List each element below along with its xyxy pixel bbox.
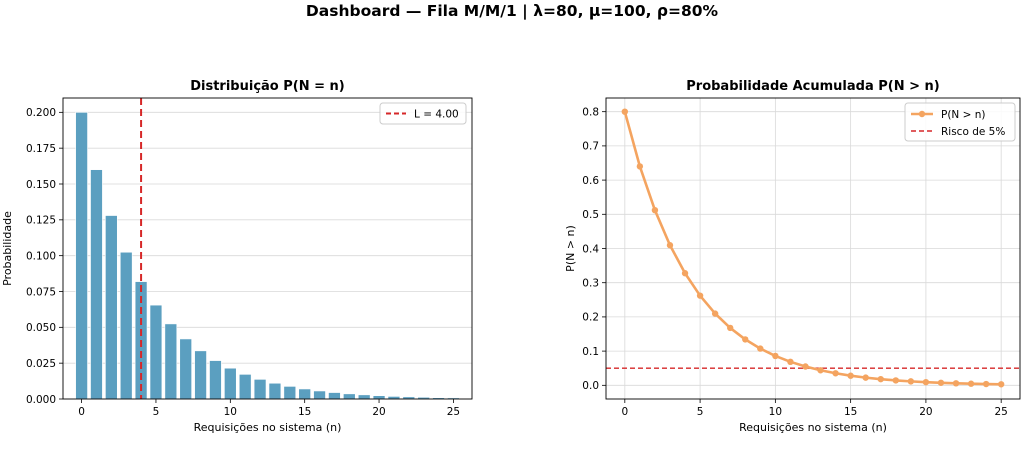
data-point — [922, 378, 930, 386]
left-xtick-label: 25 — [447, 406, 460, 418]
right-xtick-label: 10 — [769, 406, 782, 418]
data-point — [772, 352, 779, 360]
data-point — [636, 163, 644, 170]
bar — [179, 338, 192, 400]
left-xlabel: Requisições no sistema (n) — [194, 421, 342, 434]
right-xtick-label: 25 — [994, 406, 1007, 418]
left-ytick-label: 0.025 — [26, 358, 56, 370]
bar — [105, 215, 118, 400]
right-ytick-label: 0.7 — [582, 141, 599, 153]
data-point — [757, 345, 764, 352]
right-legend-label-risk: Risco de 5% — [941, 126, 1005, 138]
bar — [224, 367, 237, 400]
left-xtick-label: 20 — [372, 406, 385, 418]
cumulative-series-line — [623, 111, 1002, 386]
right-ytick-label: 0.1 — [582, 346, 599, 358]
data-point — [696, 292, 704, 299]
dashboard-title: Dashboard — Fila M/M/1 | λ=80, μ=100, ρ=… — [305, 2, 719, 20]
right-axes-frame — [605, 97, 1021, 400]
bar — [149, 304, 163, 400]
data-point — [742, 336, 749, 343]
left-ytick-label: 0.200 — [26, 107, 56, 119]
bar — [313, 390, 326, 400]
right-ytick-label: 0.8 — [582, 106, 599, 118]
data-point — [952, 380, 960, 387]
left-xtick-label: 10 — [224, 406, 237, 418]
right-xtick-label: 20 — [919, 406, 932, 418]
right-ytick-label: 0.3 — [582, 278, 599, 290]
left-legend-box — [379, 102, 467, 125]
bar — [194, 350, 207, 400]
data-point — [967, 380, 975, 387]
right-ytick-label: 0.4 — [582, 243, 599, 255]
data-point — [832, 370, 839, 377]
bar — [357, 394, 371, 400]
left-ylabel: Probabilidade — [1, 211, 14, 286]
left-ytick-label: 0.175 — [26, 143, 56, 155]
data-point — [937, 379, 945, 386]
data-point — [907, 378, 915, 385]
data-point — [877, 375, 884, 383]
left-xtick-label: 0 — [78, 406, 85, 418]
right-xlabel: Requisições no sistema (n) — [739, 421, 887, 434]
right-legend-label-series: P(N > n) — [941, 109, 986, 121]
right-ytick-label: 0.6 — [582, 175, 599, 187]
data-point — [787, 358, 794, 366]
left-ytick-label: 0.050 — [26, 322, 56, 334]
bar — [268, 382, 282, 400]
bar — [298, 388, 311, 400]
data-point — [727, 324, 734, 332]
left-axes-frame — [62, 97, 473, 400]
right-legend-swatch-marker — [918, 110, 926, 118]
data-point — [862, 374, 869, 381]
data-point — [651, 206, 659, 214]
left-title: Distribuição P(N = n) — [190, 79, 345, 94]
data-point — [666, 242, 674, 249]
right-ytick-label: 0.5 — [582, 209, 599, 221]
bar — [209, 360, 222, 400]
left-ytick-label: 0.000 — [26, 394, 56, 406]
right-legend-box — [904, 102, 1016, 142]
right-chart: Probabilidade Acumulada P(N > n) Requisiç… — [564, 79, 1021, 434]
data-point — [802, 363, 809, 370]
bar — [343, 393, 356, 400]
right-ytick-label: 0.0 — [582, 380, 599, 392]
right-xtick-label: 5 — [697, 406, 704, 418]
left-chart: Distribuição P(N = n) Requisições no sist… — [1, 79, 473, 434]
data-point — [892, 377, 899, 384]
bar — [164, 323, 178, 400]
bar — [253, 379, 267, 400]
left-ytick-label: 0.125 — [26, 215, 56, 227]
left-ytick-label: 0.150 — [26, 179, 56, 191]
data-point — [681, 270, 689, 277]
right-xtick-label: 15 — [844, 406, 857, 418]
bar — [328, 392, 341, 400]
data-point — [621, 108, 629, 115]
bar — [75, 112, 88, 400]
data-point — [711, 310, 719, 317]
left-legend-label: L = 4.00 — [414, 109, 459, 121]
bar — [119, 251, 133, 400]
data-point — [847, 372, 854, 379]
bar — [283, 386, 297, 400]
left-xtick-label: 5 — [153, 406, 160, 418]
left-ytick-label: 0.100 — [26, 250, 56, 262]
right-title: Probabilidade Acumulada P(N > n) — [686, 79, 940, 94]
right-xtick-label: 0 — [621, 406, 628, 418]
data-point — [997, 381, 1005, 388]
right-ylabel: P(N > n) — [564, 225, 577, 272]
data-point — [982, 380, 990, 388]
bar — [238, 374, 252, 400]
left-xtick-label: 15 — [298, 406, 311, 418]
left-ytick-label: 0.075 — [26, 286, 56, 298]
data-point — [817, 367, 824, 374]
bar — [372, 395, 386, 400]
bar — [90, 169, 103, 400]
right-ytick-label: 0.2 — [582, 312, 599, 324]
